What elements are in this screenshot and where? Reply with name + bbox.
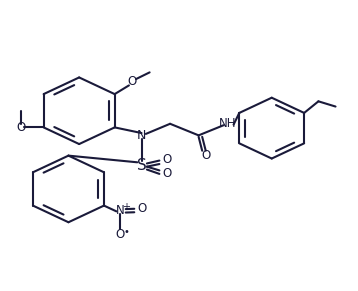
Text: +: + [122,202,130,212]
Text: O: O [137,202,147,215]
Text: NH: NH [218,117,236,130]
Text: O: O [115,228,125,241]
Text: O: O [163,166,172,180]
Text: O: O [16,121,25,134]
Text: S: S [137,158,146,173]
Text: O: O [163,153,172,166]
Text: •: • [124,227,129,237]
Text: N: N [137,129,146,142]
Text: O: O [201,149,211,162]
Text: O: O [128,74,137,88]
Text: N: N [116,204,124,217]
